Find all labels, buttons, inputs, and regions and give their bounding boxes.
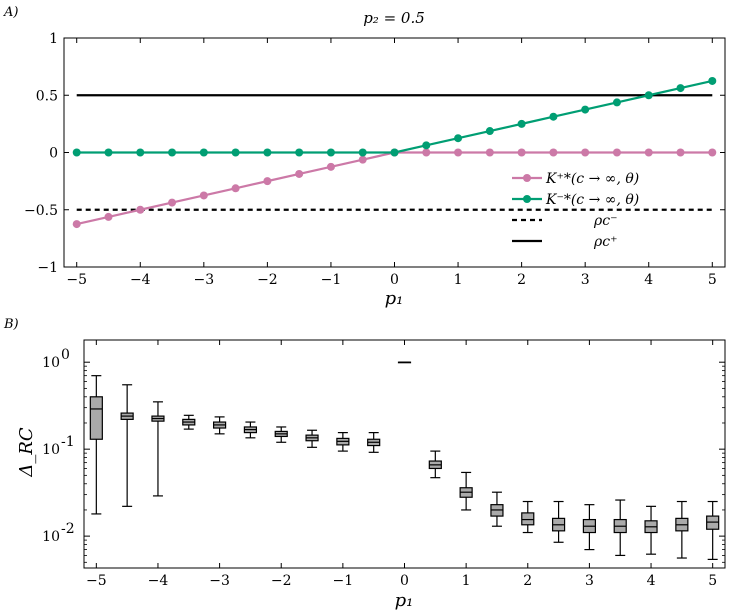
panel-a-axes: −5 −4 −3 −2 −1 0 1 2 3 4 5 −1 −0.5 0 0.5 1	[24, 31, 725, 288]
legend-marker-0	[523, 174, 531, 182]
panel-b-ylabel: Δ_RC	[16, 427, 37, 478]
series-0-point	[231, 184, 240, 193]
series-1-line	[76, 79, 713, 154]
series-0-point	[517, 148, 526, 157]
series-1-point	[295, 148, 304, 157]
b-xtick-label: −1	[333, 573, 354, 589]
panel-a-lines	[72, 76, 717, 229]
b-ytick-exponent: -2	[61, 521, 75, 537]
series-1-point	[104, 148, 113, 157]
series-1-point	[136, 148, 145, 157]
series-1-point	[422, 141, 431, 150]
b-xtick-label: 0	[400, 573, 409, 589]
a-xtick-label: 5	[708, 272, 717, 288]
series-1-point	[549, 112, 558, 121]
series-1-point	[708, 76, 717, 85]
b-ytick-label: 10	[42, 442, 60, 458]
b-ytick-exponent: -1	[61, 434, 75, 450]
series-1-point	[485, 127, 494, 136]
a-xtick-label: 4	[644, 272, 653, 288]
series-1-point	[72, 148, 81, 157]
b-xtick-label: −2	[271, 573, 292, 589]
series-0-point	[708, 148, 717, 157]
a-xtick-label: −2	[257, 272, 278, 288]
series-1-point	[390, 148, 399, 157]
series-1-point	[676, 84, 685, 93]
a-ytick-label: −0.5	[24, 203, 58, 219]
legend-label-3: ρc⁺	[593, 234, 617, 250]
a-ytick-label: 0.5	[36, 88, 58, 104]
series-1-point	[263, 148, 272, 157]
series-1-point	[581, 105, 590, 114]
panel-a-title: p₂ = 0.5	[363, 9, 425, 27]
series-1-point	[517, 119, 526, 128]
series-0-point	[422, 148, 431, 157]
series-0-point	[358, 155, 367, 164]
series-1-point	[612, 98, 621, 107]
panel-a: A) p₂ = 0.5 −5 −4 −3 −2 −1 0 1 2 3 4 5−1−0.500.51 …	[3, 5, 726, 309]
a-xtick-label: 1	[454, 272, 463, 288]
series-1-point	[199, 148, 208, 157]
series-0-point	[326, 162, 335, 171]
b-xtick-label: 2	[523, 573, 532, 589]
a-xtick-label: −1	[321, 272, 342, 288]
b-xtick-label: −5	[86, 573, 107, 589]
legend-label-1: K⁻*(c → ∞, θ)	[545, 192, 639, 208]
box-body	[89, 396, 103, 440]
series-0-point	[454, 148, 463, 157]
box-body	[521, 512, 535, 526]
b-ytick-exponent: 0	[61, 347, 70, 363]
legend-label-0: K⁺*(c → ∞, θ)	[545, 171, 639, 187]
a-xtick-label: 3	[581, 272, 590, 288]
a-xtick-label: −3	[194, 272, 215, 288]
series-1-point	[644, 91, 653, 100]
b-ytick-label: 10	[42, 529, 60, 545]
series-0-point	[549, 148, 558, 157]
a-xtick-label: 2	[517, 272, 526, 288]
series-0-point	[295, 169, 304, 178]
series-0-point	[136, 205, 145, 214]
series-0-point	[104, 212, 113, 221]
a-xtick-label: −4	[130, 272, 151, 288]
panel-b-plot-frame	[83, 339, 726, 569]
a-ytick-label: 0	[49, 146, 58, 162]
panel-a-legend: K⁺*(c → ∞, θ) K⁻*(c → ∞, θ) ρc⁻ ρc⁺	[512, 171, 639, 250]
b-xtick-label: 3	[585, 573, 594, 589]
series-0-point	[199, 191, 208, 200]
b-ytick-label: 10	[42, 355, 60, 371]
series-1-point	[231, 148, 240, 157]
series-0-point	[263, 177, 272, 186]
series-0-point	[644, 148, 653, 157]
panel-b-boxes	[89, 361, 720, 560]
panel-a-xlabel: p₁	[385, 288, 404, 309]
series-0-point	[168, 198, 177, 207]
series-1-point	[454, 134, 463, 143]
b-xtick-label: −4	[148, 573, 169, 589]
panel-b-xlabel: p₁	[395, 590, 414, 611]
panel-b-label: B)	[3, 317, 19, 332]
series-0-point	[485, 148, 494, 157]
b-xtick-label: −3	[209, 573, 230, 589]
series-0-point	[676, 148, 685, 157]
series-0-point	[581, 148, 590, 157]
a-xtick-label: 0	[390, 272, 399, 288]
a-ytick-label: −1	[37, 260, 58, 276]
a-xtick-label: −5	[66, 272, 87, 288]
legend-marker-1	[523, 195, 531, 203]
series-1-point	[358, 148, 367, 157]
b-xtick-label: 5	[708, 573, 717, 589]
series-0-point	[72, 220, 81, 229]
series-1-point	[326, 148, 335, 157]
b-xtick-label: 1	[462, 573, 471, 589]
a-ytick-label: 1	[49, 31, 58, 47]
series-0-point	[612, 148, 621, 157]
panel-a-label: A)	[3, 5, 18, 20]
legend-label-2: ρc⁻	[593, 213, 617, 229]
series-1-point	[168, 148, 177, 157]
b-xtick-label: 4	[647, 573, 656, 589]
